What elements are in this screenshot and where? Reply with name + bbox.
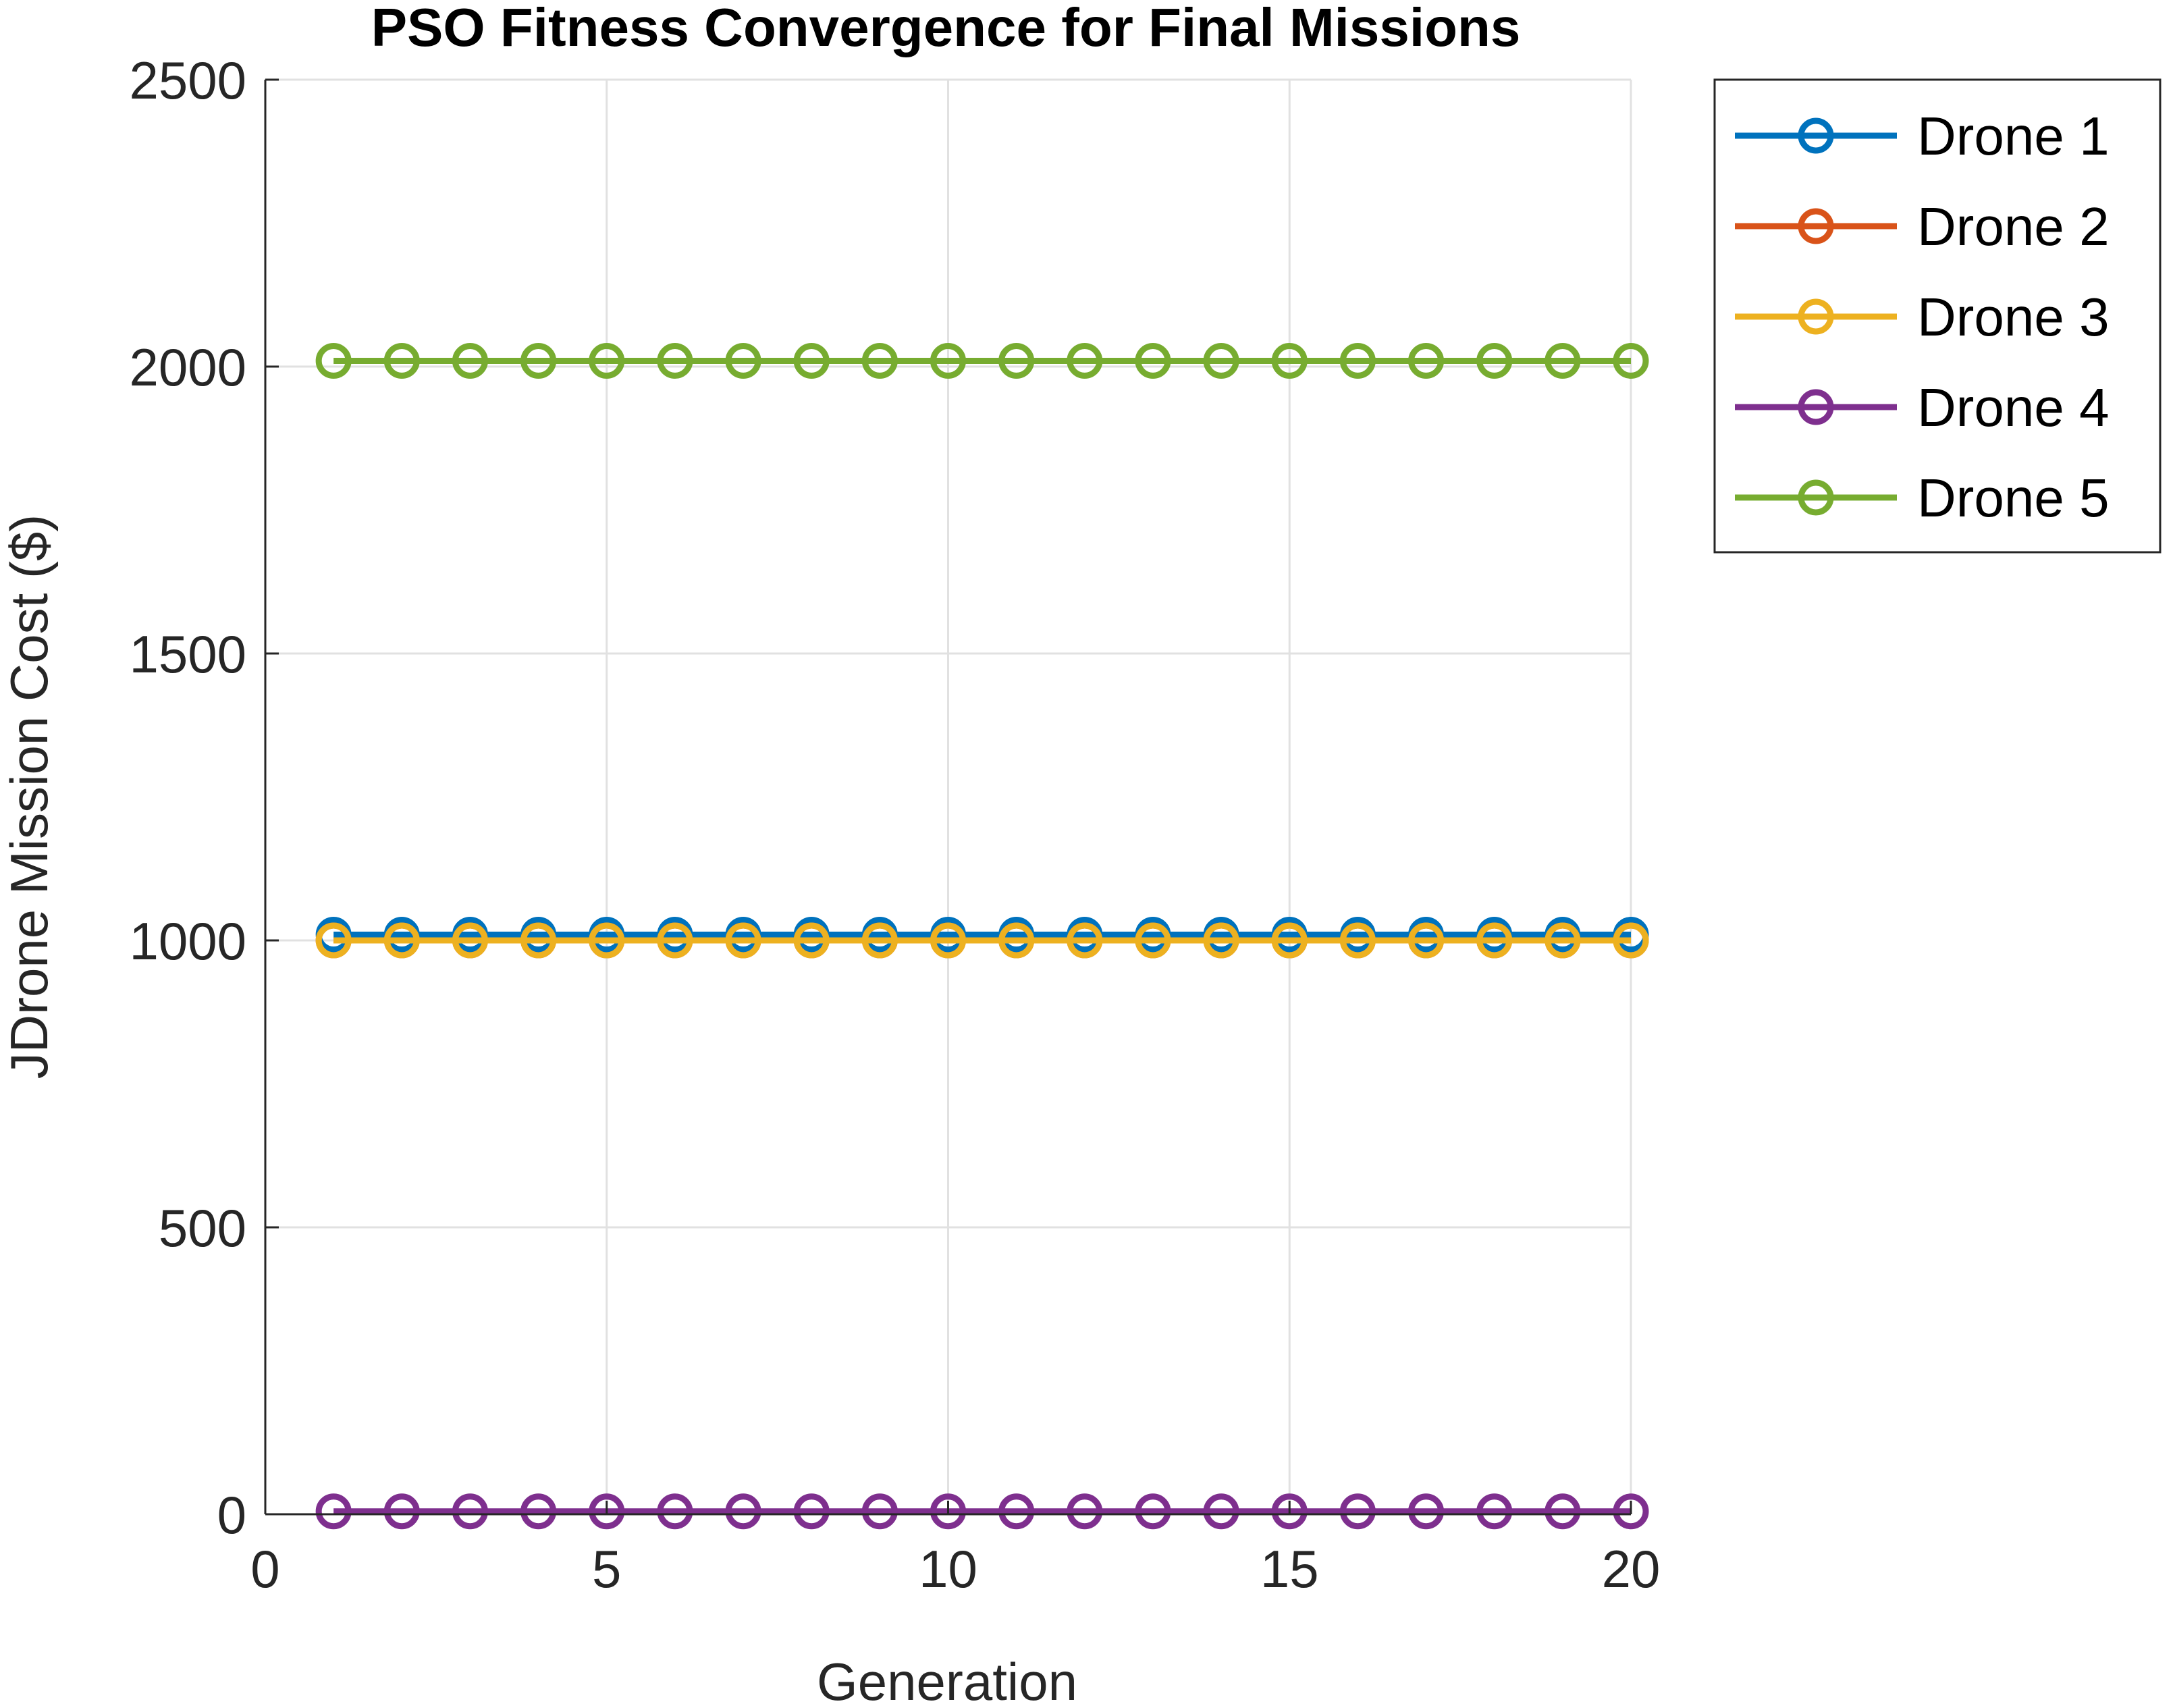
data-point bbox=[1613, 922, 1649, 959]
data-point bbox=[861, 1493, 898, 1530]
data-point bbox=[1339, 1493, 1376, 1530]
data-point bbox=[1545, 1493, 1581, 1530]
legend-label: Drone 1 bbox=[1917, 106, 2110, 166]
data-point bbox=[315, 343, 352, 379]
x-axis-label: Generation bbox=[817, 1652, 1077, 1708]
data-point bbox=[793, 922, 830, 959]
data-point bbox=[1545, 922, 1581, 959]
data-point bbox=[383, 922, 420, 959]
legend-entry: Drone 4 bbox=[1735, 377, 2110, 437]
data-point bbox=[1408, 1493, 1445, 1530]
series-layer bbox=[315, 343, 1649, 1530]
series-1 bbox=[315, 917, 1649, 953]
legend-marker bbox=[1798, 479, 1834, 516]
data-point bbox=[520, 922, 557, 959]
y-tick-label: 500 bbox=[159, 1198, 246, 1258]
axes bbox=[264, 78, 1632, 1516]
data-point bbox=[657, 1493, 693, 1530]
legend-label: Drone 5 bbox=[1917, 468, 2110, 528]
data-point bbox=[452, 1493, 488, 1530]
data-point bbox=[657, 343, 693, 379]
data-point bbox=[998, 343, 1035, 379]
data-point bbox=[1339, 922, 1376, 959]
series-4 bbox=[315, 1493, 1649, 1530]
legend-label: Drone 2 bbox=[1917, 196, 2110, 257]
y-tick-label: 0 bbox=[217, 1485, 246, 1545]
data-point bbox=[930, 343, 966, 379]
data-point bbox=[1067, 1493, 1103, 1530]
x-tick-label: 15 bbox=[1260, 1539, 1319, 1599]
legend-entry: Drone 3 bbox=[1735, 287, 2110, 347]
data-point bbox=[383, 343, 420, 379]
data-point bbox=[998, 1493, 1035, 1530]
series-3 bbox=[315, 922, 1649, 959]
legend: Drone 1 Drone 2 Drone 3 Drone 4 Drone 5 bbox=[1713, 78, 2161, 554]
data-point bbox=[589, 922, 625, 959]
data-point bbox=[1203, 1493, 1239, 1530]
data-point bbox=[1203, 343, 1239, 379]
series-5 bbox=[315, 343, 1649, 379]
data-point bbox=[861, 343, 898, 379]
y-tick-label: 2000 bbox=[129, 338, 246, 397]
data-point bbox=[725, 922, 761, 959]
data-point bbox=[520, 343, 557, 379]
legend-label: Drone 3 bbox=[1917, 287, 2110, 347]
data-point bbox=[1135, 1493, 1171, 1530]
legend-marker bbox=[1798, 298, 1834, 335]
legend-entry: Drone 5 bbox=[1735, 468, 2110, 528]
data-point bbox=[1476, 1493, 1513, 1530]
x-tick-label: 20 bbox=[1602, 1539, 1661, 1599]
data-point bbox=[1271, 343, 1308, 379]
data-point bbox=[930, 1493, 966, 1530]
x-tick-label: 0 bbox=[250, 1539, 279, 1599]
legend-marker bbox=[1798, 389, 1834, 425]
y-tick-label: 1500 bbox=[129, 624, 246, 684]
data-point bbox=[1613, 1493, 1649, 1530]
legend-entry: Drone 1 bbox=[1735, 106, 2110, 166]
chart-title: PSO Fitness Convergence for Final Missio… bbox=[371, 0, 1521, 57]
legend-marker bbox=[1798, 208, 1834, 244]
data-point bbox=[725, 1493, 761, 1530]
data-point bbox=[1135, 343, 1171, 379]
data-point bbox=[589, 1493, 625, 1530]
data-point bbox=[1408, 343, 1445, 379]
data-point bbox=[1613, 343, 1649, 379]
data-point bbox=[861, 922, 898, 959]
data-point bbox=[315, 922, 352, 959]
x-tick-label: 10 bbox=[919, 1539, 977, 1599]
data-point bbox=[1408, 922, 1445, 959]
grid bbox=[264, 78, 1632, 1516]
data-point bbox=[452, 922, 488, 959]
data-point bbox=[452, 343, 488, 379]
legend-marker bbox=[1798, 117, 1834, 154]
data-point bbox=[1339, 343, 1376, 379]
data-point bbox=[1203, 922, 1239, 959]
data-point bbox=[520, 1493, 557, 1530]
data-point bbox=[1545, 343, 1581, 379]
x-tick-label: 5 bbox=[592, 1539, 621, 1599]
data-point bbox=[793, 343, 830, 379]
data-point bbox=[1135, 922, 1171, 959]
data-point bbox=[1271, 922, 1308, 959]
data-point bbox=[657, 922, 693, 959]
legend-label: Drone 4 bbox=[1917, 377, 2110, 437]
data-point bbox=[1271, 1493, 1308, 1530]
data-point bbox=[725, 343, 761, 379]
data-point bbox=[1067, 922, 1103, 959]
data-point bbox=[1067, 343, 1103, 379]
data-point bbox=[383, 1493, 420, 1530]
y-tick-label: 1000 bbox=[129, 911, 246, 971]
data-point bbox=[589, 343, 625, 379]
data-point bbox=[1476, 922, 1513, 959]
data-point bbox=[793, 1493, 830, 1530]
y-tick-label: 2500 bbox=[129, 51, 246, 110]
data-point bbox=[315, 1493, 352, 1530]
legend-entry: Drone 2 bbox=[1735, 196, 2110, 257]
data-point bbox=[1476, 343, 1513, 379]
tick-labels: 0 5 10 15 20 0 500 1000 1500 2000 2500 bbox=[129, 51, 1660, 1599]
data-point bbox=[998, 922, 1035, 959]
data-point bbox=[930, 922, 966, 959]
y-axis-label: JDrone Mission Cost ($) bbox=[0, 514, 59, 1079]
